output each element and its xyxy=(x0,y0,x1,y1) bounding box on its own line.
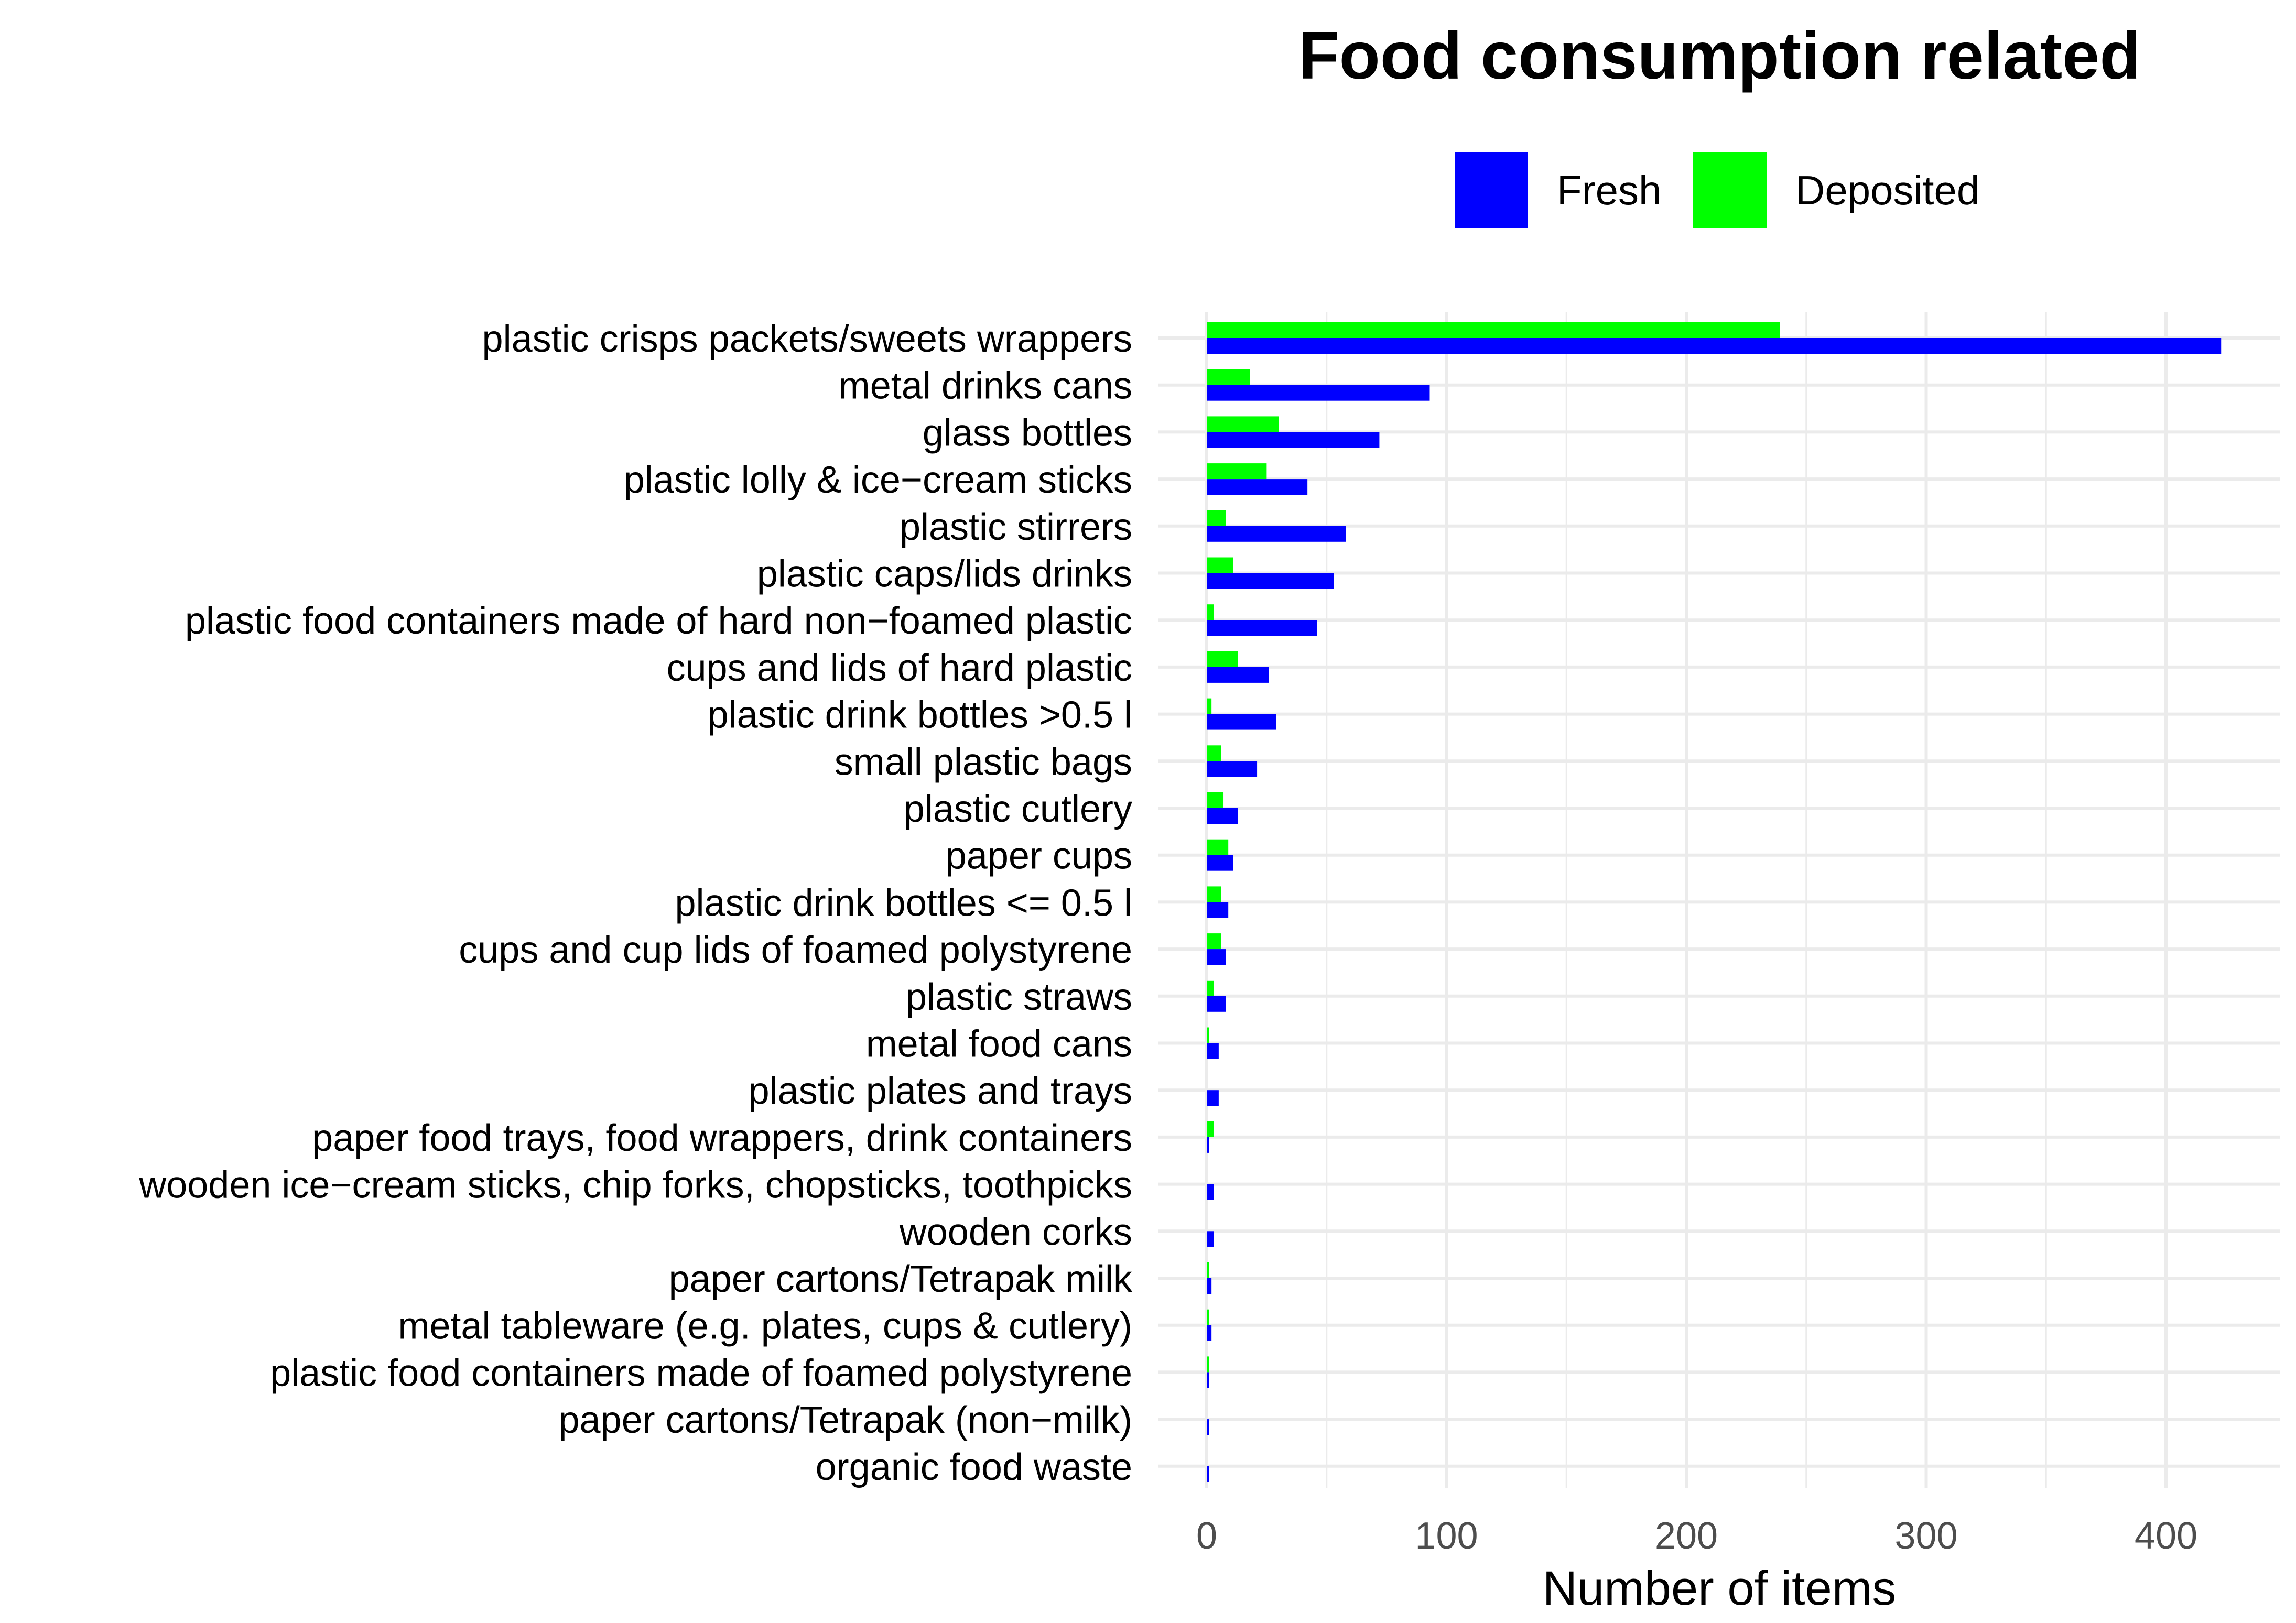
y-tick-label: metal tableware (e.g. plates, cups & cut… xyxy=(398,1305,1132,1347)
bar-fresh xyxy=(1207,855,1233,871)
legend-key xyxy=(1693,152,1767,228)
bar-deposited xyxy=(1207,510,1226,526)
x-tick-label: 400 xyxy=(2135,1515,2197,1557)
y-tick-label: plastic stirrers xyxy=(900,506,1132,548)
bar-deposited xyxy=(1207,745,1221,761)
bar-deposited xyxy=(1207,886,1221,902)
y-tick-label: plastic food containers made of hard non… xyxy=(185,600,1132,642)
bar-fresh xyxy=(1207,996,1226,1012)
y-tick-label: plastic caps/lids drinks xyxy=(757,553,1132,595)
bar-deposited xyxy=(1207,369,1250,385)
bar-fresh xyxy=(1207,761,1258,777)
y-tick-label: glass bottles xyxy=(923,412,1132,454)
y-axis-labels: plastic crisps packets/sweets wrappers me… xyxy=(138,318,1133,1488)
bar-fresh xyxy=(1207,1043,1219,1059)
bar-fresh xyxy=(1207,432,1380,448)
x-tick-label: 0 xyxy=(1196,1515,1217,1557)
legend: Fresh Deposited xyxy=(1455,152,1979,228)
y-tick-label: metal drinks cans xyxy=(839,365,1132,407)
bar-deposited xyxy=(1207,604,1214,620)
y-tick-label: plastic crisps packets/sweets wrappers xyxy=(482,318,1132,360)
bar-deposited xyxy=(1207,651,1238,667)
grid-layer xyxy=(1158,312,2280,1488)
bar-fresh xyxy=(1207,573,1334,589)
y-tick-label: wooden ice−cream sticks, chip forks, cho… xyxy=(138,1164,1132,1206)
bar-deposited xyxy=(1207,463,1267,480)
bar-deposited xyxy=(1207,1121,1214,1137)
y-tick-label: plastic cutlery xyxy=(904,788,1132,830)
bar-fresh xyxy=(1207,1372,1209,1388)
y-tick-label: plastic drink bottles >0.5 l xyxy=(708,694,1132,736)
y-tick-label: plastic plates and trays xyxy=(749,1070,1132,1112)
bar-deposited xyxy=(1207,557,1233,573)
bar-deposited xyxy=(1207,839,1229,855)
bar-deposited xyxy=(1207,792,1224,808)
bar-fresh xyxy=(1207,714,1276,730)
bar-deposited xyxy=(1207,1309,1209,1325)
legend-label: Deposited xyxy=(1795,167,1979,213)
x-tick-label: 300 xyxy=(1894,1515,1957,1557)
bar-fresh xyxy=(1207,667,1269,683)
bar-fresh xyxy=(1207,526,1346,542)
y-tick-label: small plastic bags xyxy=(835,741,1132,783)
y-tick-label: paper cups xyxy=(946,835,1132,877)
bar-fresh xyxy=(1207,1184,1214,1200)
bar-fresh xyxy=(1207,1090,1219,1106)
y-tick-label: plastic straws xyxy=(906,976,1132,1018)
bar-fresh xyxy=(1207,1278,1212,1294)
x-axis-title: Number of items xyxy=(1543,1562,1897,1615)
y-tick-label: wooden corks xyxy=(899,1211,1132,1253)
bar-fresh xyxy=(1207,1466,1209,1482)
x-tick-label: 200 xyxy=(1655,1515,1718,1557)
y-tick-label: plastic drink bottles <= 0.5 l xyxy=(675,882,1132,924)
bar-deposited xyxy=(1207,698,1212,714)
bar-fresh xyxy=(1207,902,1229,918)
bar-deposited xyxy=(1207,933,1221,950)
bar-fresh xyxy=(1207,949,1226,965)
y-tick-label: paper cartons/Tetrapak milk xyxy=(669,1258,1133,1300)
bar-deposited xyxy=(1207,1262,1209,1278)
y-tick-label: organic food waste xyxy=(816,1446,1132,1488)
bar-deposited xyxy=(1207,980,1214,996)
bar-fresh xyxy=(1207,1231,1214,1247)
y-tick-label: metal food cans xyxy=(866,1023,1132,1065)
bar-fresh xyxy=(1207,479,1308,495)
bar-deposited xyxy=(1207,416,1279,432)
bar-deposited xyxy=(1207,1356,1209,1373)
legend-label: Fresh xyxy=(1557,167,1661,213)
bar-deposited xyxy=(1207,322,1780,338)
bars-layer xyxy=(1207,322,2222,1482)
bar-fresh xyxy=(1207,1137,1209,1153)
bar-fresh xyxy=(1207,808,1238,824)
y-tick-label: paper cartons/Tetrapak (non−milk) xyxy=(558,1399,1132,1441)
y-tick-label: cups and lids of hard plastic xyxy=(666,647,1132,689)
bar-fresh xyxy=(1207,1419,1209,1435)
y-tick-label: cups and cup lids of foamed polystyrene xyxy=(459,929,1132,971)
chart-title: Food consumption related xyxy=(1298,18,2140,93)
bar-fresh xyxy=(1207,338,2222,354)
legend-key xyxy=(1455,152,1528,228)
bar-fresh xyxy=(1207,620,1317,636)
x-tick-label: 100 xyxy=(1415,1515,1478,1557)
bar-fresh xyxy=(1207,1325,1212,1341)
y-tick-label: plastic lolly & ice−cream sticks xyxy=(624,459,1132,501)
x-axis-ticks: 0 100 200 300 400 xyxy=(1196,1515,2197,1557)
y-tick-label: plastic food containers made of foamed p… xyxy=(270,1352,1132,1394)
bar-fresh xyxy=(1207,385,1430,401)
bar-deposited xyxy=(1207,1027,1209,1043)
y-tick-label: paper food trays, food wrappers, drink c… xyxy=(312,1117,1132,1159)
